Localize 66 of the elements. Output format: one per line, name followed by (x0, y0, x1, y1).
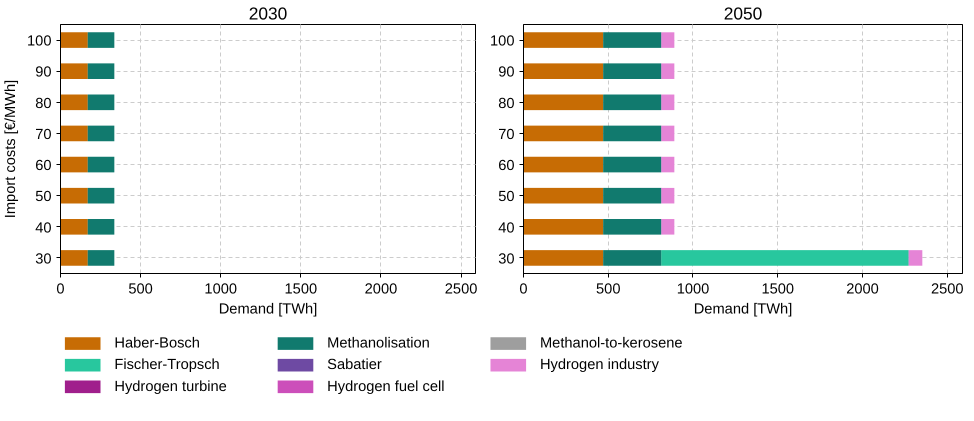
bar (524, 94, 604, 110)
x-tick-label: 2000 (364, 282, 398, 298)
legend-label: Hydrogen turbine (114, 378, 227, 395)
legend-label: Fischer-Tropsch (114, 357, 220, 374)
x-tick-label: 1500 (761, 282, 794, 298)
bar (661, 94, 674, 110)
y-tick-label: 60 (498, 158, 515, 174)
x-axis-title: Demand [TWh] (694, 302, 792, 318)
chart-title: 2030 (248, 4, 288, 24)
x-tick-label: 0 (56, 282, 65, 298)
bar (524, 156, 604, 172)
x-tick-label: 1500 (284, 282, 318, 298)
y-tick-label: 40 (35, 220, 52, 236)
bar (603, 188, 662, 204)
x-tick-label: 500 (596, 282, 620, 298)
y-tick-label: 90 (498, 64, 515, 81)
legend-label: Hydrogen fuel cell (327, 378, 444, 395)
legend-label: Sabatier (327, 357, 382, 374)
bar (524, 219, 604, 235)
x-tick-label: 2000 (846, 282, 879, 298)
bar (661, 250, 909, 266)
y-tick-label: 100 (490, 34, 515, 50)
y-tick-label: 80 (498, 96, 515, 112)
bar (524, 250, 604, 266)
bar (661, 156, 674, 172)
x-tick-label: 1000 (676, 282, 710, 298)
y-tick-label: 30 (498, 251, 515, 268)
x-axis-title: Demand [TWh] (218, 302, 318, 318)
x-tick-label: 0 (519, 282, 528, 298)
bar (603, 219, 662, 235)
bar (603, 32, 662, 48)
y-tick-label: 100 (27, 34, 52, 50)
y-tick-label: 50 (498, 189, 515, 206)
bar (524, 63, 604, 79)
bar (524, 188, 604, 204)
y-tick-label: 70 (498, 126, 515, 143)
bar (603, 250, 662, 266)
bar (524, 32, 604, 48)
x-tick-label: 500 (128, 282, 153, 298)
legend-label: Hydrogen industry (540, 357, 660, 374)
bar (524, 126, 604, 142)
y-tick-label: 80 (35, 96, 52, 112)
bar (661, 188, 674, 204)
y-tick-label: 60 (35, 158, 52, 174)
x-tick-label: 1000 (204, 282, 238, 298)
y-tick-label: 90 (35, 64, 52, 81)
bar (603, 94, 662, 110)
bar (661, 63, 674, 79)
y-tick-label: 50 (35, 189, 52, 206)
bar (661, 126, 674, 142)
bar (908, 250, 922, 266)
legend-label: Haber-Bosch (114, 336, 200, 352)
y-tick-label: 40 (498, 220, 515, 236)
y-axis-title: Import costs [€/MWh] (3, 80, 20, 218)
bar (603, 126, 662, 142)
y-tick-label: 30 (35, 251, 52, 268)
chart-title: 2050 (724, 4, 762, 24)
y-tick-label: 70 (35, 126, 52, 143)
legend-label: Methanolisation (327, 336, 430, 352)
bar (661, 219, 674, 235)
bar (603, 156, 662, 172)
x-tick-label: 2500 (930, 282, 964, 298)
bar (603, 63, 662, 79)
legend-label: Methanol-to-kerosene (540, 336, 683, 352)
bar (661, 32, 674, 48)
x-tick-label: 2500 (444, 282, 478, 298)
